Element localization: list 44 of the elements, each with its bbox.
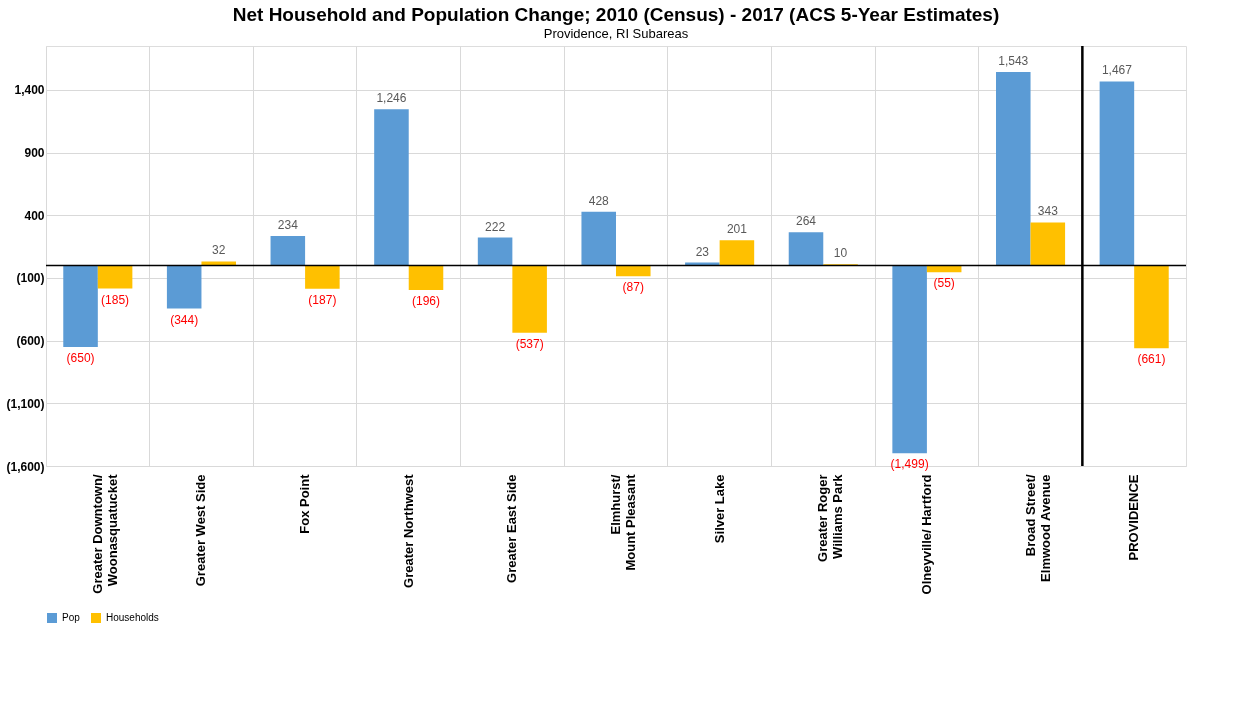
- data-label: 32: [212, 243, 226, 258]
- y-tick-label: (600): [16, 334, 45, 349]
- data-label: (196): [411, 293, 441, 308]
- data-label: 1,246: [376, 91, 407, 106]
- chart-title: Net Household and Population Change; 2010 (Census) - 2017 (ACS 5-Year Estimates): [232, 3, 1000, 25]
- x-tick-label: Olneyville/ Hartford: [918, 474, 934, 595]
- data-label: (537): [515, 336, 544, 351]
- data-label: 343: [1037, 204, 1059, 219]
- data-label: 264: [795, 214, 817, 229]
- x-tick-label: Greater Roger Williams Park: [815, 473, 846, 562]
- y-tick-label: 400: [24, 208, 45, 223]
- data-label: (650): [66, 350, 95, 365]
- x-tick-label: Greater Downtown/ Woonasquatucket: [89, 473, 120, 594]
- legend-label: Pop: [62, 612, 81, 623]
- data-label: (187): [308, 292, 337, 307]
- data-label: (55): [933, 276, 955, 291]
- data-label: (87): [622, 280, 644, 295]
- data-label: (661): [1137, 352, 1166, 367]
- y-tick-label: 900: [24, 146, 45, 161]
- x-tick-label: Greater West Side: [193, 474, 209, 587]
- data-label: 23: [695, 244, 710, 259]
- data-label: (185): [101, 292, 130, 307]
- y-tick-label: (1,100): [6, 396, 45, 411]
- data-label: 1,467: [1101, 63, 1133, 78]
- data-label: 201: [726, 222, 748, 237]
- y-tick-label: (1,600): [6, 459, 45, 474]
- x-tick-label: Fox Point: [297, 473, 313, 534]
- chart-subtitle: Providence, RI Subareas: [543, 25, 689, 41]
- data-label: (1,499): [890, 457, 929, 472]
- data-label: 428: [588, 193, 610, 208]
- data-label: (344): [170, 312, 199, 327]
- data-label: 1,543: [998, 53, 1029, 68]
- y-tick-label: 1,400: [14, 83, 45, 98]
- legend-label: Households: [106, 612, 159, 623]
- data-label: 10: [833, 246, 848, 261]
- y-tick-label: (100): [16, 271, 45, 286]
- data-label: 222: [485, 219, 506, 234]
- x-tick-label: Silver Lake: [711, 474, 727, 544]
- x-tick-label: PROVIDENCE: [1126, 474, 1142, 561]
- data-label: 234: [277, 218, 299, 233]
- x-tick-label: Greater East Side: [504, 474, 520, 583]
- x-tick-label: Elmhurst/ Mount Pleasant: [608, 473, 638, 571]
- x-tick-label: Broad Street/ Elmwood Avenue: [1022, 474, 1053, 582]
- x-tick-label: Greater Northwest: [400, 473, 416, 588]
